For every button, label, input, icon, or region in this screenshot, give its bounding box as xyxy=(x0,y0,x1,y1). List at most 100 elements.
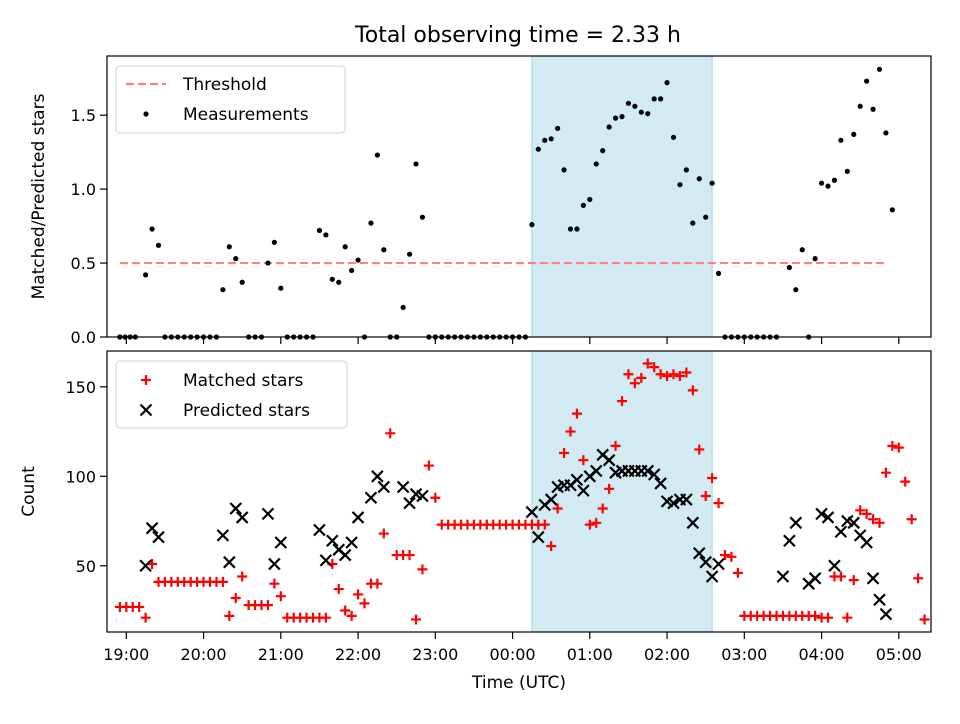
measurement-point xyxy=(812,256,818,262)
x-tick-label: 01:00 xyxy=(567,645,613,664)
measurement-point xyxy=(368,220,374,226)
measurement-point xyxy=(664,80,670,86)
measurement-point xyxy=(329,276,335,282)
x-tick-label: 02:00 xyxy=(644,645,690,664)
matched-marker xyxy=(141,375,151,385)
predicted-marker xyxy=(680,493,693,506)
matched-marker xyxy=(713,498,724,509)
predicted-marker xyxy=(326,534,339,547)
predicted-marker xyxy=(860,536,873,549)
legend-predicted-label: Predicted stars xyxy=(183,401,310,421)
matched-marker xyxy=(687,385,698,396)
matched-marker xyxy=(662,371,673,382)
matched-marker xyxy=(269,578,280,589)
measurement-point xyxy=(786,264,792,271)
measurement-point xyxy=(703,214,709,220)
matched-marker xyxy=(417,564,428,575)
measurement-point xyxy=(239,279,245,285)
matched-marker xyxy=(320,612,331,623)
y-tick-label: 0.0 xyxy=(71,328,96,347)
x-tick-label: 19:00 xyxy=(103,645,149,664)
matched-marker xyxy=(385,428,396,439)
measurement-point xyxy=(226,244,232,250)
legend-bottom: Matched stars Predicted stars xyxy=(115,360,348,429)
predicted-marker xyxy=(403,496,416,510)
matched-marker xyxy=(262,600,273,611)
measurement-point xyxy=(864,78,870,84)
matched-marker xyxy=(539,519,550,530)
x-axis-label: Time (UTC) xyxy=(471,673,566,693)
matched-marker xyxy=(140,612,151,623)
predicted-marker xyxy=(589,464,603,478)
matched-marker xyxy=(591,517,602,528)
measurement-point xyxy=(342,244,348,250)
x-tick-label: 20:00 xyxy=(181,645,227,664)
measurement-point xyxy=(155,242,162,248)
predicted-marker xyxy=(364,491,378,505)
measurement-point xyxy=(838,137,844,143)
matched-marker xyxy=(681,367,692,378)
predicted-marker xyxy=(525,505,539,519)
measurement-point xyxy=(355,257,361,263)
predicted-marker xyxy=(654,477,667,490)
measurement-point xyxy=(265,260,271,266)
measurement-point xyxy=(677,182,683,188)
matched-marker xyxy=(700,490,711,501)
predicted-marker xyxy=(216,529,230,542)
matched-marker xyxy=(275,591,286,602)
measurement-point xyxy=(651,96,657,102)
matched-marker xyxy=(868,514,879,525)
legend-matched-label: Matched stars xyxy=(183,371,303,391)
measurement-point xyxy=(561,167,567,173)
predicted-marker xyxy=(319,554,333,567)
predicted-marker xyxy=(152,530,165,544)
predicted-marker xyxy=(223,555,236,569)
predicted-marker xyxy=(847,516,861,530)
measurement-point xyxy=(400,304,406,311)
matched-marker xyxy=(810,610,821,621)
measurement-point xyxy=(419,214,426,220)
measurement-point xyxy=(374,152,380,158)
matched-marker xyxy=(224,610,235,621)
measurement-point xyxy=(149,226,155,232)
predicted-marker xyxy=(139,403,153,417)
matched-marker xyxy=(378,528,389,539)
matched-marker xyxy=(874,517,885,528)
measurement-point xyxy=(316,227,323,234)
measurement-point xyxy=(870,106,876,112)
matched-marker xyxy=(694,444,705,455)
measurement-point xyxy=(233,256,239,262)
matched-marker xyxy=(880,467,891,478)
legend-measurements-swatch xyxy=(143,111,149,117)
predicted-marker xyxy=(815,507,828,521)
axes-frame xyxy=(106,350,932,633)
predicted-marker xyxy=(789,516,803,530)
matched-marker xyxy=(552,503,563,514)
measurement-point xyxy=(406,251,413,257)
top-panel: 0.0 0.5 1.0 1.5 Matched/Predicted stars Thres… xyxy=(29,55,932,347)
matched-marker xyxy=(559,448,570,459)
x-tick-label: 21:00 xyxy=(258,645,304,664)
matched-marker xyxy=(546,541,557,552)
y-tick-label: 1.5 xyxy=(71,106,96,125)
matched-marker xyxy=(720,550,730,561)
predicted-marker xyxy=(235,511,249,524)
y-tick-label: 0.5 xyxy=(71,254,96,273)
matched-marker xyxy=(230,592,241,603)
measurement-point xyxy=(220,287,226,293)
y-tick-label: 50 xyxy=(76,557,96,576)
y-axis-label: Count xyxy=(19,466,39,517)
measurement-point xyxy=(696,176,702,182)
matched-marker xyxy=(346,610,357,621)
legend-top: Threshold Measurements xyxy=(115,65,346,134)
predicted-marker xyxy=(396,480,410,494)
measurement-point xyxy=(587,196,593,203)
predicted-marker xyxy=(139,559,152,573)
measurement-point xyxy=(683,167,689,173)
measurement-point xyxy=(825,183,831,189)
axes-frame xyxy=(106,55,932,338)
predicted-marker xyxy=(641,464,655,478)
legend-box xyxy=(115,65,346,134)
matched-marker xyxy=(906,514,917,525)
